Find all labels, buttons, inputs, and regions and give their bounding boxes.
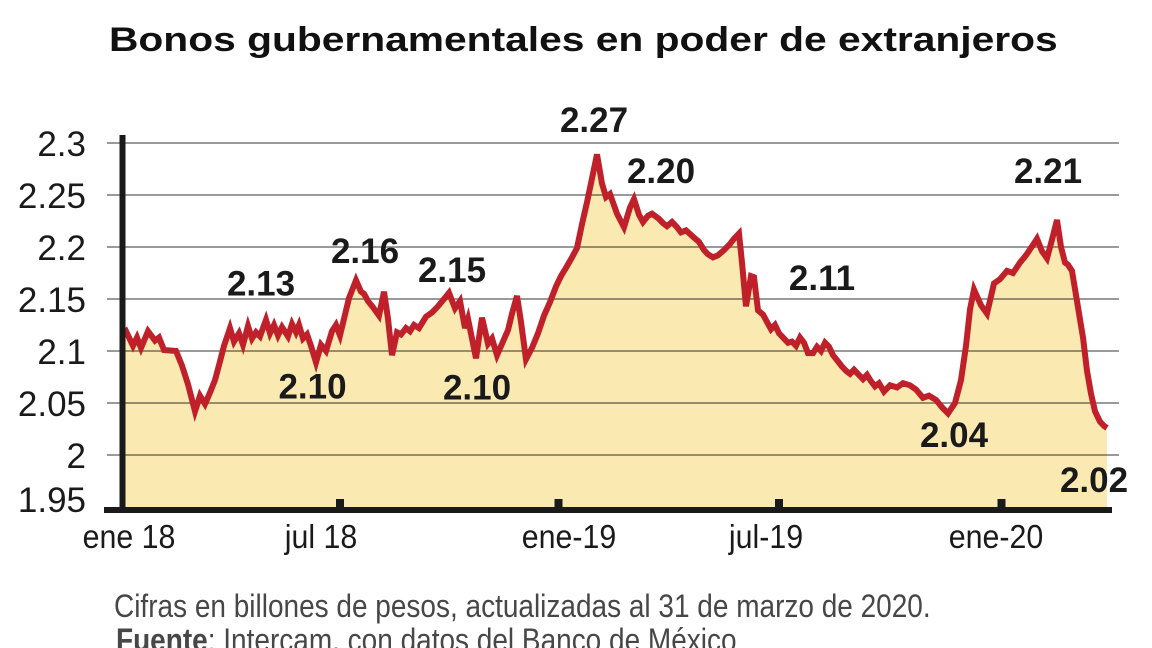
svg-text:2.20: 2.20 — [627, 152, 695, 191]
svg-text:Bonos gubernamentales en poder: Bonos gubernamentales en poder de extran… — [109, 20, 1058, 58]
svg-text:1.95: 1.95 — [18, 481, 86, 520]
svg-text:2.15: 2.15 — [418, 251, 486, 290]
svg-text:2.13: 2.13 — [227, 265, 295, 304]
svg-text:ene 18: ene 18 — [83, 518, 176, 555]
svg-text:Fuente: Intercam, con datos de: Fuente: Intercam, con datos del Banco de… — [116, 623, 737, 648]
svg-text:2.05: 2.05 — [18, 385, 86, 424]
svg-text:2.2: 2.2 — [37, 229, 86, 268]
svg-text:jul-19: jul-19 — [728, 518, 803, 555]
svg-text:2.16: 2.16 — [331, 232, 399, 271]
svg-text:ene-20: ene-20 — [949, 518, 1043, 555]
svg-text:2.10: 2.10 — [278, 368, 346, 407]
svg-text:2.25: 2.25 — [18, 177, 86, 216]
svg-text:2.27: 2.27 — [560, 101, 628, 140]
svg-text:jul 18: jul 18 — [284, 518, 358, 555]
svg-text:2.3: 2.3 — [37, 125, 86, 164]
svg-text:2.02: 2.02 — [1060, 461, 1128, 500]
svg-text:2.1: 2.1 — [37, 333, 86, 372]
svg-text:2: 2 — [67, 437, 86, 476]
svg-text:2.11: 2.11 — [789, 259, 855, 298]
svg-text:Cifras en billones de pesos, a: Cifras en billones de pesos, actualizada… — [114, 589, 931, 624]
svg-text:2.04: 2.04 — [920, 416, 989, 455]
svg-text:2.15: 2.15 — [18, 281, 86, 320]
svg-text:2.21: 2.21 — [1014, 152, 1082, 191]
svg-text:2.10: 2.10 — [443, 369, 511, 408]
svg-text:ene-19: ene-19 — [522, 518, 616, 555]
